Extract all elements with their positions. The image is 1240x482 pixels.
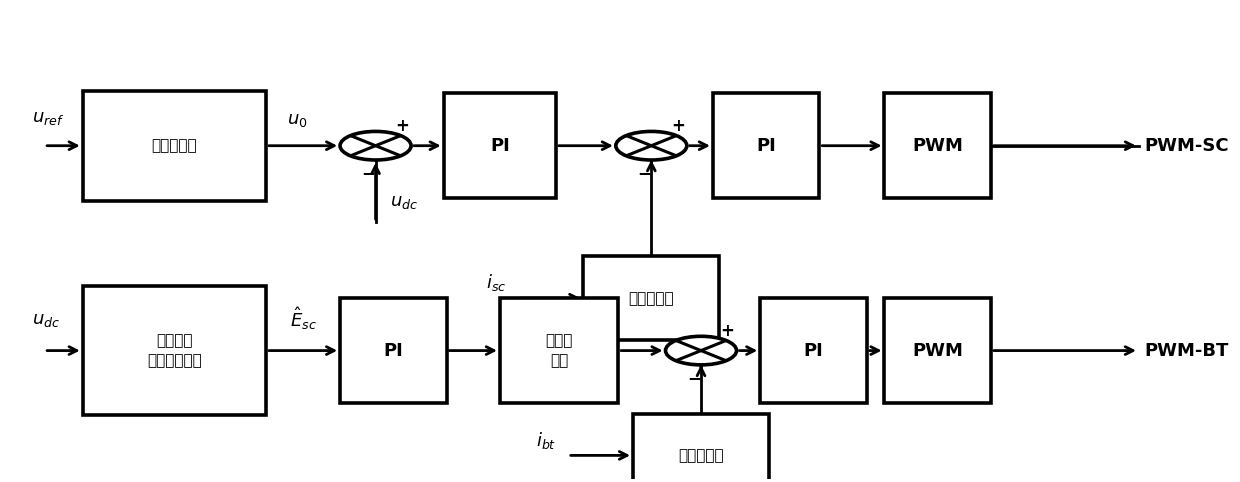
- Text: $u_0$: $u_0$: [286, 111, 308, 129]
- Text: PI: PI: [490, 137, 510, 155]
- Bar: [583, 256, 719, 340]
- Bar: [83, 286, 267, 415]
- Bar: [713, 94, 820, 198]
- Bar: [83, 91, 267, 201]
- Text: $u_{dc}$: $u_{dc}$: [389, 193, 418, 211]
- Text: PI: PI: [383, 342, 403, 360]
- Circle shape: [340, 132, 412, 160]
- Text: +: +: [671, 117, 684, 135]
- Text: −: −: [637, 164, 651, 182]
- Text: PI: PI: [804, 342, 823, 360]
- Text: 平均值计算: 平均值计算: [629, 291, 675, 306]
- Text: 超级电容
剩余容量评估: 超级电容 剩余容量评估: [148, 333, 202, 368]
- Text: PI: PI: [756, 137, 776, 155]
- Text: $u_{dc}$: $u_{dc}$: [32, 311, 61, 329]
- Circle shape: [616, 132, 687, 160]
- Text: −: −: [362, 164, 376, 182]
- Text: PWM: PWM: [913, 342, 963, 360]
- Text: +: +: [396, 117, 409, 135]
- Text: +: +: [720, 322, 734, 340]
- Bar: [340, 298, 446, 403]
- Text: 变化率
限制: 变化率 限制: [546, 333, 573, 368]
- Text: 下垂控制器: 下垂控制器: [151, 138, 197, 153]
- Text: 平均值计算: 平均值计算: [678, 448, 724, 463]
- Text: $i_{sc}$: $i_{sc}$: [486, 272, 506, 294]
- Bar: [444, 94, 556, 198]
- Bar: [500, 298, 619, 403]
- Circle shape: [666, 336, 737, 365]
- Text: PWM-BT: PWM-BT: [1145, 342, 1229, 360]
- Bar: [632, 414, 769, 482]
- Bar: [760, 298, 867, 403]
- Text: $u_{ref}$: $u_{ref}$: [32, 108, 64, 127]
- Bar: [884, 298, 991, 403]
- Text: −: −: [687, 369, 701, 387]
- Text: PWM-SC: PWM-SC: [1145, 137, 1229, 155]
- Text: $\hat{E}_{sc}$: $\hat{E}_{sc}$: [290, 306, 316, 333]
- Text: PWM: PWM: [913, 137, 963, 155]
- Text: $i_{bt}$: $i_{bt}$: [536, 429, 556, 451]
- Bar: [884, 94, 991, 198]
